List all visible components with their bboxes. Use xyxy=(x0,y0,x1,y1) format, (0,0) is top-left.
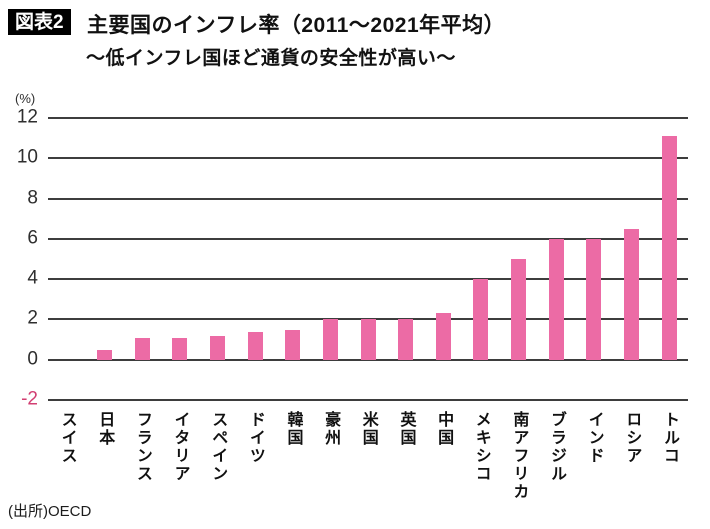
bar-米国 xyxy=(360,319,376,360)
figure-number-badge: 図表2 xyxy=(8,9,71,35)
x-category-label: メキシコ xyxy=(472,411,490,483)
bar-トルコ xyxy=(661,136,677,360)
x-category-label: ドイツ xyxy=(246,411,264,465)
bar-豪州 xyxy=(322,319,338,360)
bar-日本 xyxy=(96,349,112,360)
bar-英国 xyxy=(398,319,414,360)
y-tick-label: 12 xyxy=(16,106,38,128)
x-category-label: 英国 xyxy=(397,411,415,447)
y-tick-label: 8 xyxy=(27,187,38,209)
bar-中国 xyxy=(435,313,451,360)
bar-スペイン xyxy=(209,335,225,360)
x-category-label: イタリア xyxy=(171,411,189,483)
x-category-label: 南アフリカ xyxy=(510,411,528,501)
chart-title: 主要国のインフレ率（2011〜2021年平均） xyxy=(87,14,506,37)
bar-ドイツ xyxy=(247,331,263,360)
x-category-label: スペイン xyxy=(209,411,227,483)
bar-ロシア xyxy=(624,228,640,360)
gridline xyxy=(48,237,688,240)
bar-イタリア xyxy=(172,337,188,360)
x-category-label: 韓国 xyxy=(284,411,302,447)
bar-フランス xyxy=(134,337,150,360)
bar-韓国 xyxy=(285,329,301,360)
bar-ブラジル xyxy=(548,238,564,360)
x-category-label: 豪州 xyxy=(322,411,340,447)
x-category-label: 米国 xyxy=(359,411,377,447)
y-tick-label: 2 xyxy=(27,308,38,330)
source-note: (出所)OECD xyxy=(8,503,92,520)
y-tick-label: 0 xyxy=(27,348,38,370)
x-category-label: 日本 xyxy=(96,411,114,447)
bar-南アフリカ xyxy=(511,259,527,360)
bar-インド xyxy=(586,238,602,360)
x-category-label: インド xyxy=(585,411,603,465)
bar-メキシコ xyxy=(473,279,489,360)
gridline xyxy=(48,278,688,281)
gridline xyxy=(48,117,688,119)
plot-area: 12 10 8 6 4 2 0 -2 スイス 日本 フランス イタリア スペイン ドイツ 韓国 豪州 米国 英国中… xyxy=(17,108,688,501)
gridline xyxy=(48,197,688,200)
y-tick-label: 6 xyxy=(27,227,38,249)
x-category-label: フランス xyxy=(133,411,151,483)
chart-subtitle: 〜低インフレ国ほど通貨の安全性が高い〜 xyxy=(86,48,456,69)
x-category-label: 中国 xyxy=(435,411,453,447)
x-category-label: スイス xyxy=(58,411,76,465)
gridline xyxy=(48,157,688,160)
x-category-label: ロシア xyxy=(623,411,641,465)
y-tick-label: 10 xyxy=(16,147,38,169)
y-tick-label: -2 xyxy=(21,388,38,410)
y-axis-unit-label: (%) xyxy=(15,91,36,106)
y-tick-label: 4 xyxy=(27,267,38,289)
x-category-label: ブラジル xyxy=(548,411,566,483)
x-category-label: トルコ xyxy=(660,411,678,465)
gridline xyxy=(48,358,688,361)
gridline xyxy=(48,399,688,401)
